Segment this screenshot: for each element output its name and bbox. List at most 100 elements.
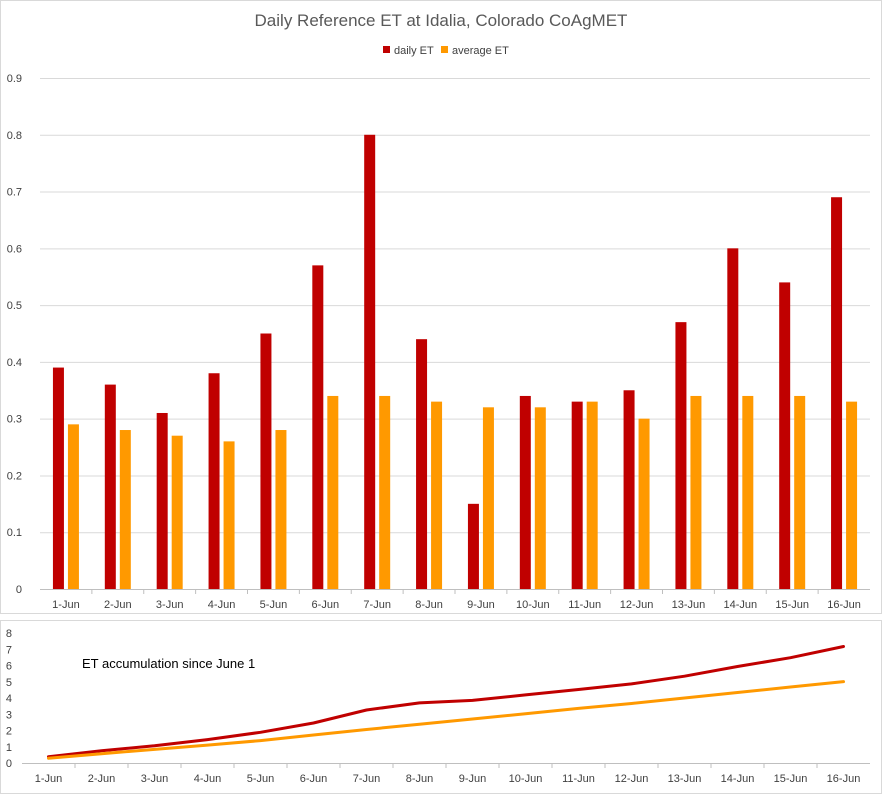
bar-chart-x-tick-label: 10-Jun — [516, 599, 550, 611]
legend-swatch-average-et — [441, 46, 448, 53]
line-chart-x-tick-label: 16-Jun — [827, 773, 861, 785]
bar-daily-et — [364, 134, 376, 589]
line-chart-y-tick-label: 3 — [6, 709, 12, 721]
bar-chart-x-tick-label: 9-Jun — [467, 599, 495, 611]
bar-chart-x-tick-label: 6-Jun — [312, 599, 340, 611]
bar-average-et — [223, 441, 235, 589]
bar-average-et — [482, 407, 494, 589]
legend-label-daily-et: daily ET — [394, 45, 434, 57]
line-chart-y-tick-label: 8 — [6, 628, 12, 640]
line-chart-x-tick-label: 12-Jun — [615, 773, 649, 785]
bar-daily-et — [779, 282, 791, 589]
bar-chart-x-tick-label: 4-Jun — [208, 599, 236, 611]
line-chart-x-tick-label: 3-Jun — [141, 773, 169, 785]
bar-average-et — [67, 424, 79, 589]
line-chart-y-ticks: 0 1 2 3 4 5 6 7 8 — [6, 628, 12, 770]
bar-chart-title: Daily Reference ET at Idalia, Colorado C… — [255, 11, 628, 30]
bar-chart-x-ticks: 1-Jun 2-Jun 3-Jun 4-Jun 5-Jun 6-Jun 7-Jun 8-Jun… — [52, 589, 861, 611]
bar-average-et — [327, 395, 339, 589]
bar-average-et — [119, 430, 131, 589]
bar-daily-et — [467, 503, 479, 589]
line-chart-x-tick-label: 1-Jun — [35, 773, 63, 785]
line-chart-x-tick-label: 2-Jun — [88, 773, 116, 785]
line-chart-annotation: ET accumulation since June 1 — [82, 656, 255, 671]
bar-average-et — [431, 401, 443, 589]
bar-average-et — [275, 430, 287, 589]
bar-chart-y-tick-label: 0.6 — [7, 243, 22, 255]
bar-average-et — [690, 395, 702, 589]
bar-chart-x-tick-label: 2-Jun — [104, 599, 132, 611]
line-chart-x-tick-label: 13-Jun — [668, 773, 702, 785]
bar-chart-x-tick-label: 5-Jun — [260, 599, 288, 611]
bar-chart-y-tick-label: 0.5 — [7, 300, 22, 312]
bar-chart-y-tick-label: 0.7 — [7, 187, 22, 199]
line-chart-y-tick-label: 5 — [6, 677, 12, 689]
line-chart-x-tick-label: 5-Jun — [247, 773, 275, 785]
line-chart-y-tick-label: 1 — [6, 742, 12, 754]
legend-label-average-et: average ET — [452, 45, 509, 57]
bar-chart-y-tick-label: 0.3 — [7, 414, 22, 426]
bar-chart-x-tick-label: 7-Jun — [363, 599, 391, 611]
bar-chart-y-tick-label: 0.1 — [7, 527, 22, 539]
legend-swatch-daily-et — [383, 46, 390, 53]
bar-average-et — [742, 395, 754, 589]
bar-daily-et — [727, 248, 739, 590]
line-chart-x-tick-label: 11-Jun — [562, 773, 595, 785]
bar-chart-x-tick-label: 16-Jun — [827, 599, 861, 611]
line-cumulative-daily-et — [47, 645, 845, 759]
bar-chart-y-tick-label: 0.9 — [7, 73, 22, 85]
line-chart-y-tick-label: 7 — [6, 644, 12, 656]
bar-daily-et — [623, 390, 635, 589]
bar-chart-x-tick-label: 3-Jun — [156, 599, 184, 611]
bar-chart-x-tick-label: 8-Jun — [415, 599, 443, 611]
bar-chart-y-tick-label: 0.4 — [7, 357, 22, 369]
bar-daily-et — [416, 339, 428, 589]
line-chart-x-tick-label: 7-Jun — [353, 773, 381, 785]
bar-average-et — [534, 407, 546, 589]
bar-average-et — [846, 401, 858, 589]
bar-chart-y-tick-label: 0.8 — [7, 130, 22, 142]
bar-chart-x-tick-label: 11-Jun — [568, 599, 601, 611]
bar-chart-x-tick-label: 14-Jun — [723, 599, 757, 611]
bar-average-et — [638, 418, 650, 589]
bar-chart-frame — [0, 0, 882, 614]
bar-chart-y-ticks: 0 0.1 0.2 0.3 0.4 0.5 0.6 0.7 0.8 0.9 — [7, 73, 22, 596]
bar-average-et — [794, 395, 806, 589]
bar-chart-x-tick-label: 15-Jun — [775, 599, 809, 611]
bar-chart-x-tick-label: 12-Jun — [620, 599, 654, 611]
line-chart-lines — [47, 645, 845, 760]
bar-chart-x-tick-label: 13-Jun — [672, 599, 706, 611]
bar-chart-legend: daily ET average ET — [383, 45, 509, 57]
bar-daily-et — [519, 395, 531, 589]
line-chart-x-tick-label: 9-Jun — [459, 773, 487, 785]
bar-chart-x-tick-label: 1-Jun — [52, 599, 80, 611]
bar-daily-et — [831, 197, 843, 589]
line-chart-x-tick-label: 14-Jun — [721, 773, 755, 785]
bar-chart-y-tick-label: 0.2 — [7, 470, 22, 482]
line-chart-x-tickmarks — [74, 763, 818, 768]
bar-daily-et — [208, 373, 220, 589]
bar-daily-et — [675, 322, 687, 589]
line-chart-x-tick-label: 4-Jun — [194, 773, 222, 785]
bar-daily-et — [104, 384, 116, 589]
bar-daily-et — [571, 401, 583, 589]
line-chart-x-ticks: 1-Jun 2-Jun 3-Jun 4-Jun 5-Jun 6-Jun 7-Jun 8-Jun… — [35, 773, 861, 785]
line-chart-x-tick-label: 15-Jun — [774, 773, 808, 785]
bar-chart-y-tick-label: 0 — [16, 584, 22, 596]
line-chart-y-tick-label: 2 — [6, 726, 12, 738]
bar-chart-bars — [52, 134, 858, 590]
line-chart-x-tick-label: 10-Jun — [509, 773, 543, 785]
line-cumulative-average-et — [47, 680, 845, 760]
bar-daily-et — [156, 412, 168, 589]
bar-daily-et — [312, 265, 324, 589]
line-chart-y-tick-label: 4 — [6, 693, 12, 705]
line-chart-x-tick-label: 8-Jun — [406, 773, 434, 785]
line-chart-y-tick-label: 0 — [6, 758, 12, 770]
bar-average-et — [586, 401, 598, 589]
bar-daily-et — [52, 367, 64, 589]
bar-daily-et — [260, 333, 272, 589]
line-chart-y-tick-label: 6 — [6, 661, 12, 673]
bar-average-et — [171, 435, 183, 589]
bar-average-et — [379, 395, 391, 589]
